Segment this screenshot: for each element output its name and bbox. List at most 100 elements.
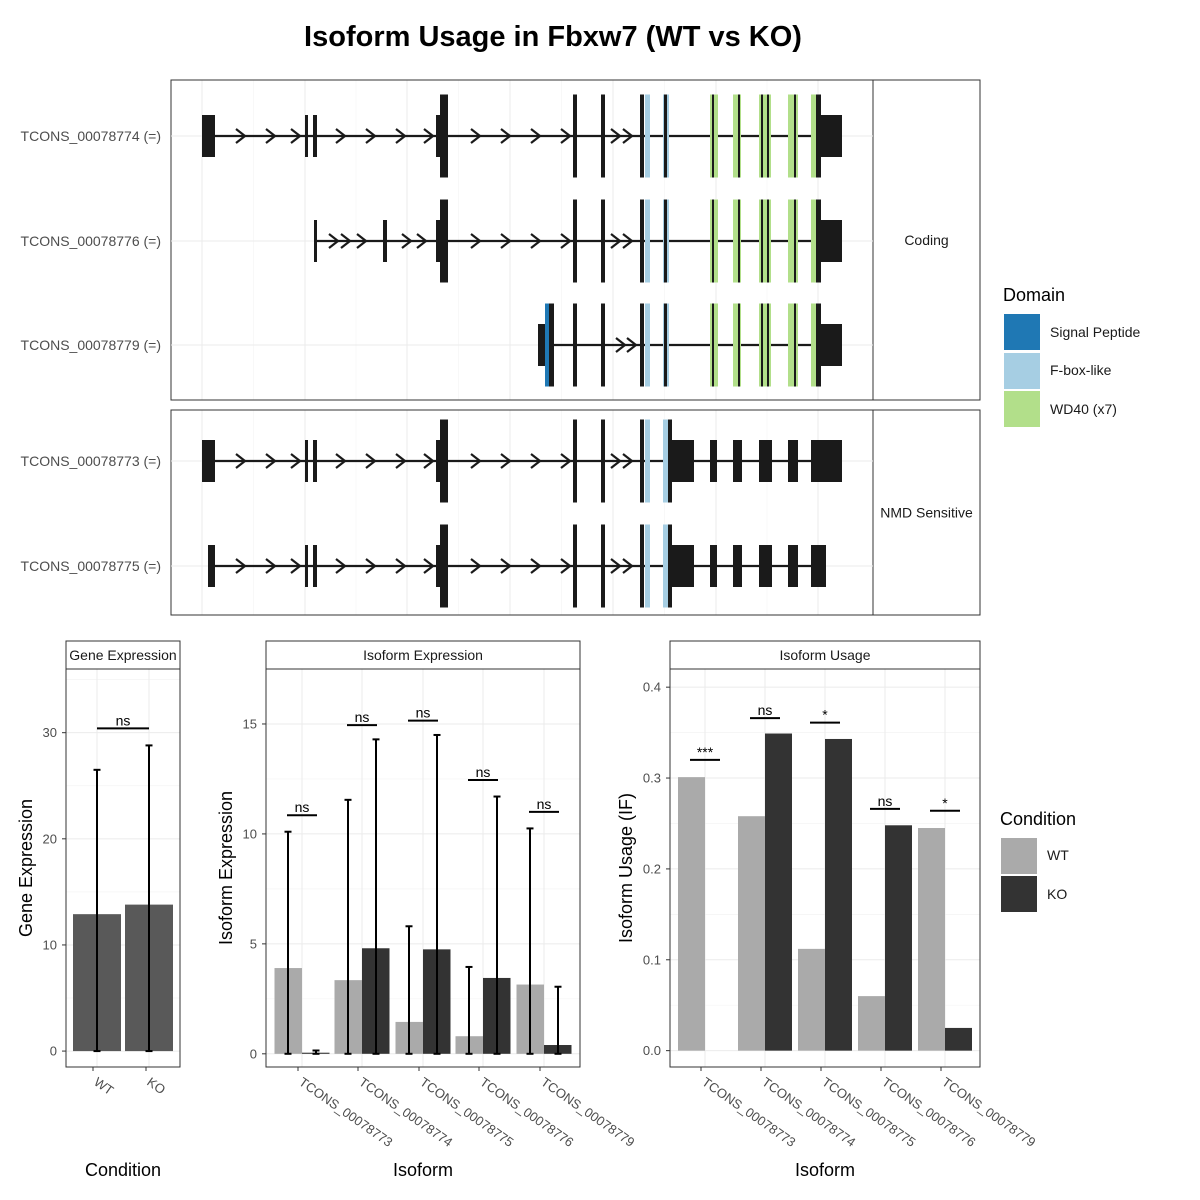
y-tick-label: 0.3 (643, 771, 661, 786)
exon (767, 94, 769, 178)
exon (794, 303, 796, 387)
coding-panel: Coding TCONS_00078774 (=) TCONS_00078776 (… (21, 79, 981, 401)
x-axis-title: Condition (85, 1160, 161, 1180)
exon (788, 303, 798, 387)
intron-arrow (356, 233, 368, 249)
exon (664, 94, 667, 178)
intron-arrow (416, 233, 428, 249)
exon (549, 303, 554, 387)
intron-arrow (500, 128, 512, 144)
exon (440, 419, 448, 503)
exon (820, 115, 842, 157)
exon (759, 545, 772, 587)
bar (738, 816, 765, 1051)
panel-border (65, 668, 181, 1068)
exon (710, 545, 717, 587)
exon (640, 199, 644, 283)
chart-panel: Isoform Usage 0.0 0.1 0.2 0.3 0.4 Isoform Usag… (616, 640, 1038, 1180)
intron-arrow (328, 233, 340, 249)
significance-label: ns (878, 793, 893, 809)
chart-panel: Isoform Expression 0 5 10 15 Isoform Expressi… (216, 640, 637, 1180)
transcript-row: TCONS_00078773 (=) (21, 419, 873, 503)
exon (794, 94, 796, 178)
intron-arrow (265, 558, 277, 574)
intron-arrow (290, 453, 302, 469)
fbox-swatch (1004, 353, 1040, 389)
exon (436, 545, 440, 587)
exon (672, 440, 694, 482)
intron-arrow (500, 558, 512, 574)
significance-label: ns (116, 712, 131, 728)
intron-arrow (401, 233, 413, 249)
exon (645, 94, 650, 178)
significance-label: ns (295, 799, 310, 815)
y-tick-label: 30 (43, 725, 57, 740)
intron-arrow (395, 453, 407, 469)
y-axis-title: Isoform Usage (IF) (616, 793, 636, 943)
exon (663, 524, 669, 608)
y-tick-label: 0 (250, 1046, 257, 1061)
y-tick-label: 20 (43, 831, 57, 846)
exon (313, 545, 317, 587)
exon (573, 94, 577, 178)
intron-arrow (235, 453, 247, 469)
transcript-label: TCONS_00078776 (=) (21, 233, 161, 249)
exon (811, 440, 842, 482)
transcript-label: TCONS_00078779 (=) (21, 337, 161, 353)
exon (733, 440, 742, 482)
exon (733, 303, 741, 387)
condition-legend-label: KO (1047, 886, 1067, 902)
y-tick-label: 0.1 (643, 952, 661, 967)
domain-legend-label: F-box-like (1050, 362, 1112, 378)
significance-label: *** (697, 744, 714, 760)
signal-peptide-swatch (1004, 314, 1040, 350)
exon (761, 94, 763, 178)
intron-arrow (290, 128, 302, 144)
bar (885, 825, 912, 1051)
bar-charts: Gene Expression 0 10 20 30 Gene Expression Con… (16, 640, 1038, 1180)
exon (816, 199, 821, 283)
exon (788, 440, 798, 482)
chart-title: Isoform Expression (363, 647, 483, 663)
exon (208, 545, 215, 587)
exon (573, 199, 577, 283)
exon (436, 220, 440, 262)
exon (759, 94, 771, 178)
significance-label: ns (537, 796, 552, 812)
intron-arrow (290, 558, 302, 574)
exon (573, 303, 577, 387)
bar (918, 828, 945, 1051)
exon (788, 199, 798, 283)
exon (733, 94, 741, 178)
intron-arrow (395, 128, 407, 144)
wd40-swatch (1004, 391, 1040, 427)
exon (733, 545, 742, 587)
intron-arrow (560, 233, 572, 249)
intron-arrow (500, 233, 512, 249)
exon (645, 303, 650, 387)
intron-arrow (622, 453, 634, 469)
exon (573, 419, 577, 503)
intron-arrow (610, 558, 622, 574)
exon (738, 303, 740, 387)
exon (712, 303, 714, 387)
domain-legend-label: WD40 (x7) (1050, 401, 1117, 417)
intron-arrow (365, 453, 377, 469)
intron-arrow (610, 233, 622, 249)
y-tick-label: 0.2 (643, 861, 661, 876)
exon (733, 199, 741, 283)
exon (710, 440, 717, 482)
exon (738, 199, 740, 283)
transcript-row: TCONS_00078776 (=) (21, 199, 873, 283)
transcript-structure-panel: Coding TCONS_00078774 (=) TCONS_00078776 (… (21, 79, 981, 616)
exon (668, 524, 672, 608)
transcript-label: TCONS_00078775 (=) (21, 558, 161, 574)
exon (663, 419, 669, 503)
intron-arrow (610, 128, 622, 144)
exon (664, 303, 667, 387)
exon (383, 220, 387, 262)
transcript-label: TCONS_00078773 (=) (21, 453, 161, 469)
y-tick-label: 0.0 (643, 1043, 661, 1058)
exon (816, 303, 821, 387)
